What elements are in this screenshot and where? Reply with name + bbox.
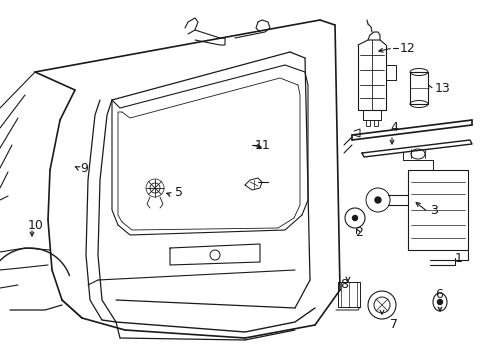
Circle shape <box>437 300 442 305</box>
Text: 7: 7 <box>389 319 397 332</box>
Text: 3: 3 <box>429 203 437 216</box>
Text: 9: 9 <box>80 162 88 175</box>
Circle shape <box>374 197 380 203</box>
Text: 1: 1 <box>454 252 462 265</box>
Text: 10: 10 <box>28 219 44 231</box>
Circle shape <box>352 216 357 220</box>
Text: 12: 12 <box>399 41 415 54</box>
Text: 8: 8 <box>339 279 347 292</box>
Text: 6: 6 <box>434 288 442 302</box>
Text: 4: 4 <box>389 121 397 134</box>
Text: 2: 2 <box>354 225 362 239</box>
Text: 5: 5 <box>175 185 183 198</box>
Text: 11: 11 <box>254 139 270 152</box>
Text: 13: 13 <box>434 81 450 95</box>
